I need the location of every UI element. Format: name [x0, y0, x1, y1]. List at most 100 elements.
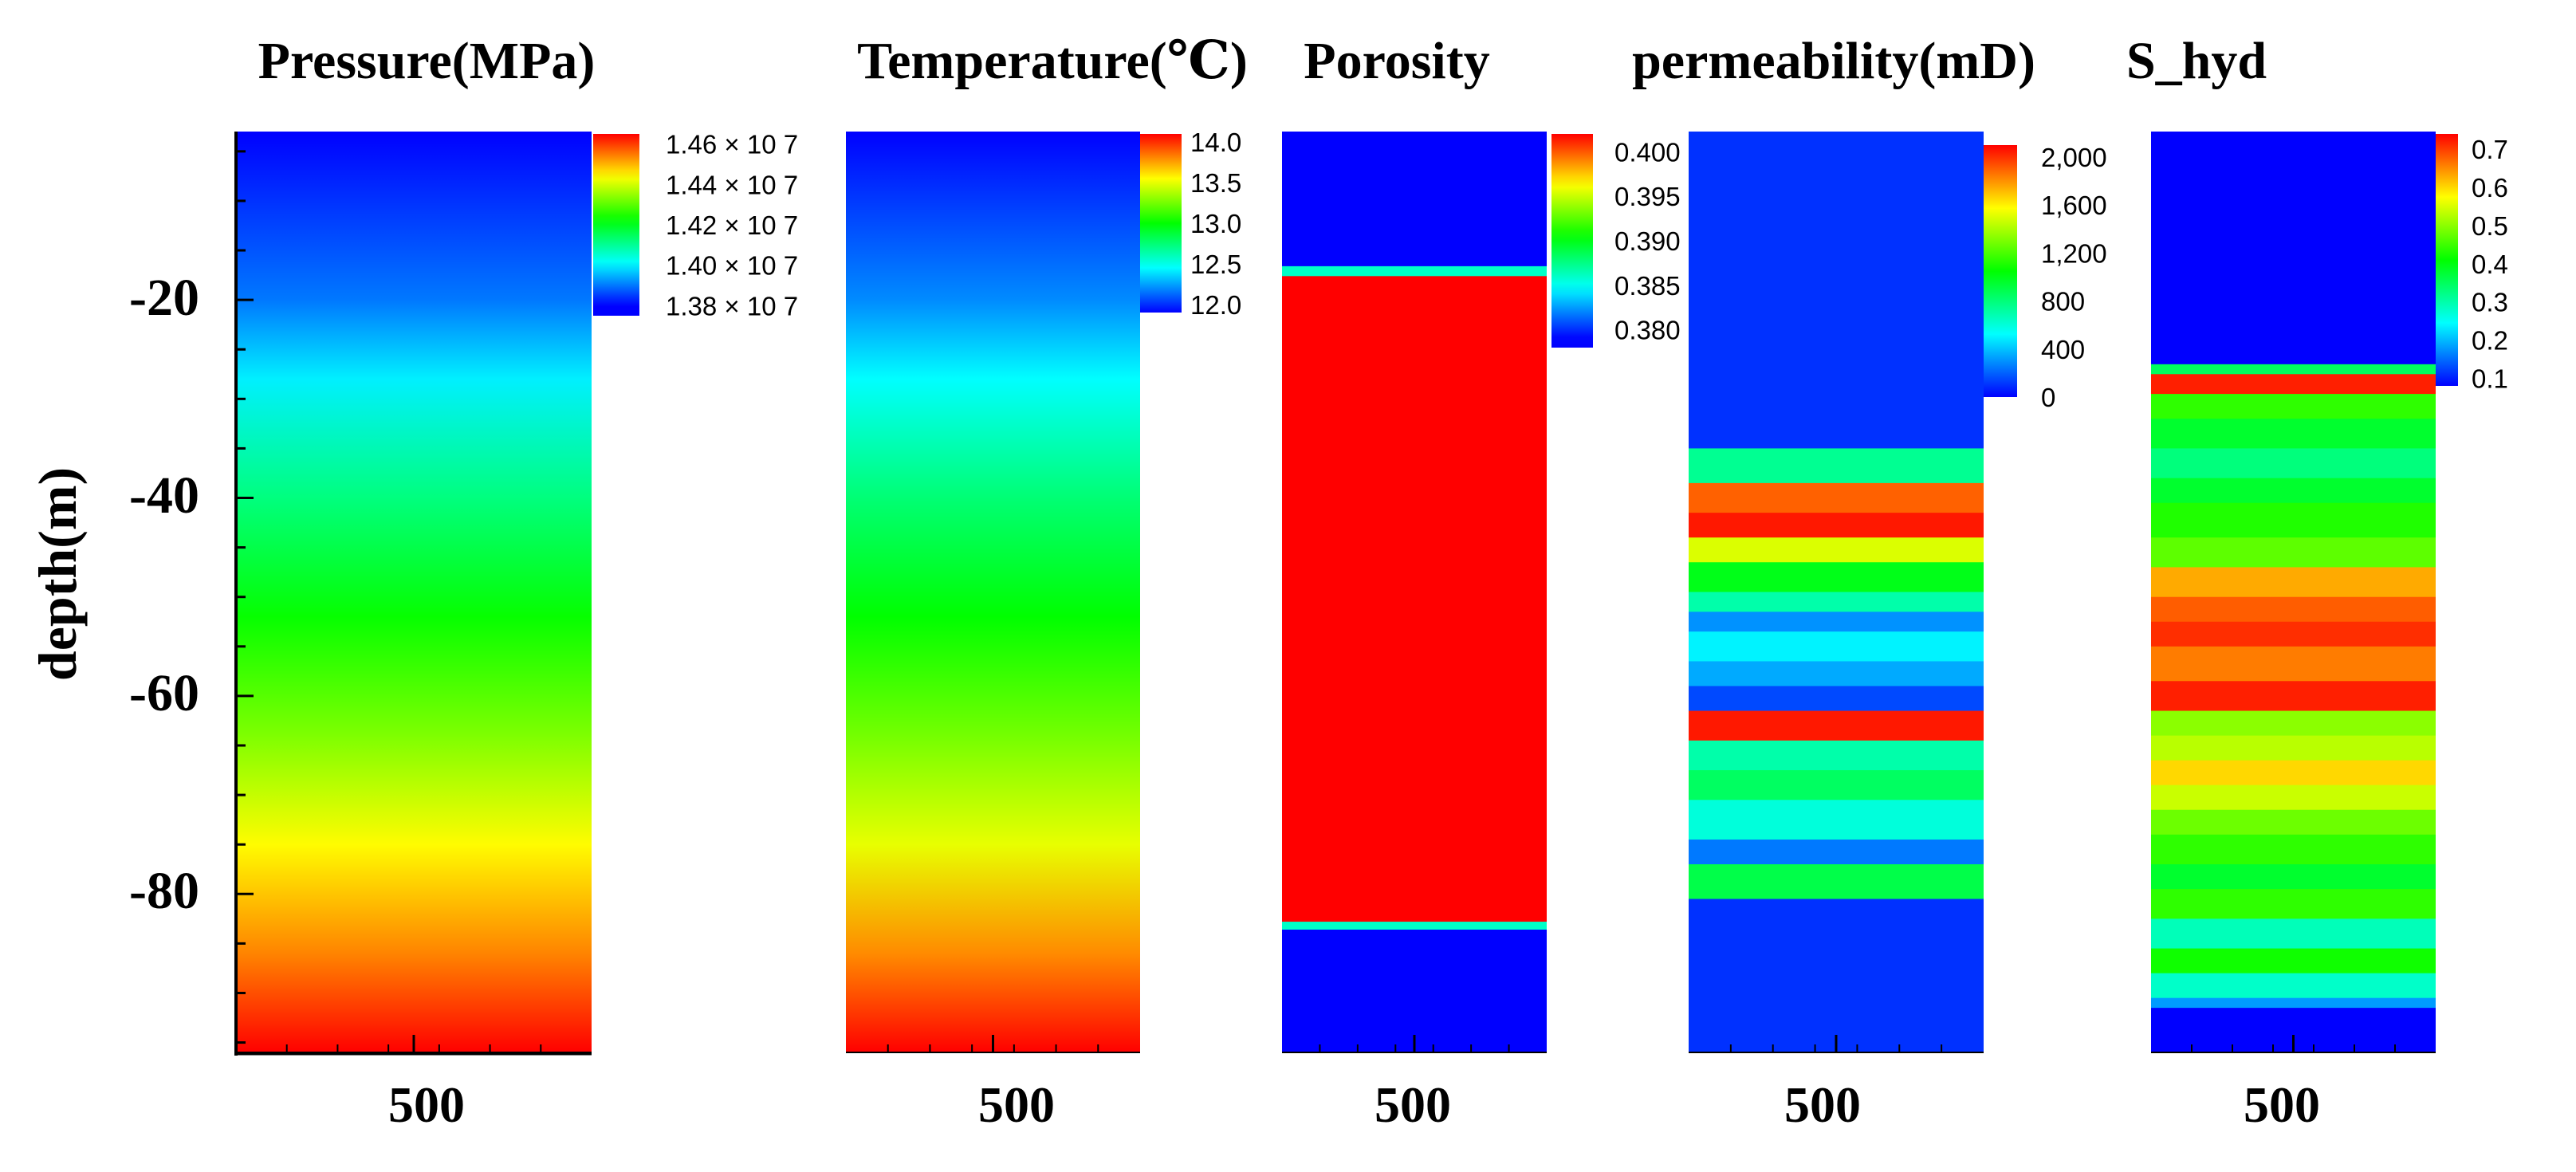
- field-temperature: [846, 132, 1140, 1052]
- porosity-layer: [1282, 132, 1547, 267]
- s-hyd-layer: [2151, 834, 2436, 865]
- s-hyd-layer: [2151, 785, 2436, 811]
- colorbar-tick-label: 0.1: [2472, 364, 2508, 393]
- porosity-layer: [1282, 276, 1547, 922]
- permeability-layer: [1689, 132, 1984, 449]
- s-hyd-layer: [2151, 889, 2436, 919]
- s-hyd-layer: [2151, 394, 2436, 419]
- permeability-layer: [1689, 899, 1984, 1053]
- colorbar-tick-label: 0.385: [1614, 271, 1681, 301]
- permeability-layer: [1689, 740, 1984, 771]
- permeability-layer: [1689, 562, 1984, 592]
- permeability-layer: [1689, 770, 1984, 800]
- s-hyd-layer: [2151, 478, 2436, 504]
- colorbar-tick-label: 2,000: [2041, 143, 2107, 172]
- porosity-layer: [1282, 930, 1547, 1053]
- colorbar-tick-label: 0.390: [1614, 226, 1681, 256]
- colorbar-tick-label: 1,600: [2041, 191, 2107, 220]
- permeability-layer: [1689, 482, 1984, 513]
- colorbar-tick-label: 0.4: [2472, 250, 2508, 279]
- colorbar-tick-label: 1.40 × 10 7: [666, 251, 798, 281]
- colorbar-pressure: [593, 134, 639, 316]
- x-tick-label: 500: [2244, 1076, 2320, 1133]
- colorbar-tick-label: 0: [2041, 383, 2055, 412]
- s-hyd-layer: [2151, 419, 2436, 449]
- colorbar-tick-label: 12.5: [1190, 250, 1241, 279]
- permeability-layer: [1689, 448, 1984, 484]
- colorbar-tick-label: 0.6: [2472, 173, 2508, 203]
- y-axis-label: depth(m): [27, 467, 88, 681]
- permeability-layer: [1689, 631, 1984, 662]
- colorbar-temperature: [1140, 134, 1182, 313]
- panel-title-pressure: Pressure(MPa): [258, 32, 596, 90]
- s-hyd-layer: [2151, 364, 2436, 375]
- permeability-layer: [1689, 710, 1984, 741]
- permeability-layer: [1689, 864, 1984, 899]
- x-tick-label: 500: [978, 1076, 1055, 1133]
- panel-title-temperature: Temperature(℃): [857, 32, 1248, 90]
- colorbar-tick-label: 1,200: [2041, 238, 2107, 268]
- colorbar-tick-label: 0.3: [2472, 288, 2508, 317]
- porosity-layer: [1282, 265, 1547, 277]
- s-hyd-layer: [2151, 132, 2436, 365]
- permeability-layer: [1689, 800, 1984, 840]
- permeability-layer: [1689, 513, 1984, 538]
- s-hyd-layer: [2151, 537, 2436, 568]
- colorbar-tick-label: 14.0: [1190, 128, 1241, 157]
- permeability-layer: [1689, 612, 1984, 632]
- colorbar-permeability: [1984, 145, 2017, 397]
- x-tick-label: 500: [1784, 1076, 1861, 1133]
- colorbar-tick-label: 1.44 × 10 7: [666, 170, 798, 199]
- y-tick-label: -40: [129, 466, 199, 525]
- s-hyd-layer: [2151, 567, 2436, 598]
- colorbar-tick-label: 1.42 × 10 7: [666, 210, 798, 240]
- s-hyd-layer: [2151, 997, 2436, 1009]
- s-hyd-layer: [2151, 973, 2436, 999]
- colorbar-tick-label: 0.5: [2472, 211, 2508, 241]
- s-hyd-layer: [2151, 864, 2436, 890]
- colorbar-tick-label: 0.380: [1614, 316, 1681, 345]
- y-tick-label: -60: [129, 664, 199, 722]
- s-hyd-layer: [2151, 710, 2436, 737]
- panel-title-permeability: permeability(mD): [1632, 32, 2035, 90]
- s-hyd-layer: [2151, 621, 2436, 647]
- s-hyd-layer: [2151, 448, 2436, 479]
- s-hyd-layer: [2151, 374, 2436, 395]
- s-hyd-layer: [2151, 809, 2436, 836]
- s-hyd-layer: [2151, 502, 2436, 538]
- s-hyd-layer: [2151, 760, 2436, 786]
- s-hyd-layer: [2151, 735, 2436, 761]
- colorbar-tick-label: 13.0: [1190, 209, 1241, 238]
- colorbar-tick-label: 400: [2041, 335, 2085, 364]
- s-hyd-layer: [2151, 681, 2436, 712]
- permeability-layer: [1689, 839, 1984, 865]
- y-tick-label: -20: [129, 269, 199, 327]
- x-tick-label: 500: [1375, 1076, 1451, 1133]
- y-tick-label: -80: [129, 862, 199, 920]
- s-hyd-layer: [2151, 918, 2436, 950]
- s-hyd-layer: [2151, 948, 2436, 974]
- colorbar-tick-label: 1.46 × 10 7: [666, 130, 798, 159]
- field-pressure: [236, 132, 592, 1052]
- permeability-layer: [1689, 592, 1984, 612]
- colorbar-porosity: [1551, 134, 1593, 348]
- colorbar-tick-label: 800: [2041, 287, 2085, 317]
- colorbar-tick-label: 0.400: [1614, 137, 1681, 167]
- colorbar-s-hyd: [2436, 134, 2458, 386]
- x-tick-label: 500: [388, 1076, 465, 1133]
- colorbar-tick-label: 0.2: [2472, 326, 2508, 356]
- porosity-layer: [1282, 922, 1547, 930]
- colorbar-tick-label: 1.38 × 10 7: [666, 291, 798, 321]
- panel-title-s-hyd: S_hyd: [2126, 32, 2267, 90]
- s-hyd-layer: [2151, 596, 2436, 623]
- colorbar-tick-label: 0.395: [1614, 182, 1681, 211]
- permeability-layer: [1689, 537, 1984, 563]
- colorbar-tick-label: 12.0: [1190, 290, 1241, 320]
- colorbar-tick-label: 13.5: [1190, 168, 1241, 198]
- colorbar-tick-label: 0.7: [2472, 135, 2508, 164]
- s-hyd-layer: [2151, 646, 2436, 682]
- permeability-layer: [1689, 686, 1984, 712]
- permeability-layer: [1689, 661, 1984, 686]
- panel-title-porosity: Porosity: [1304, 32, 1489, 90]
